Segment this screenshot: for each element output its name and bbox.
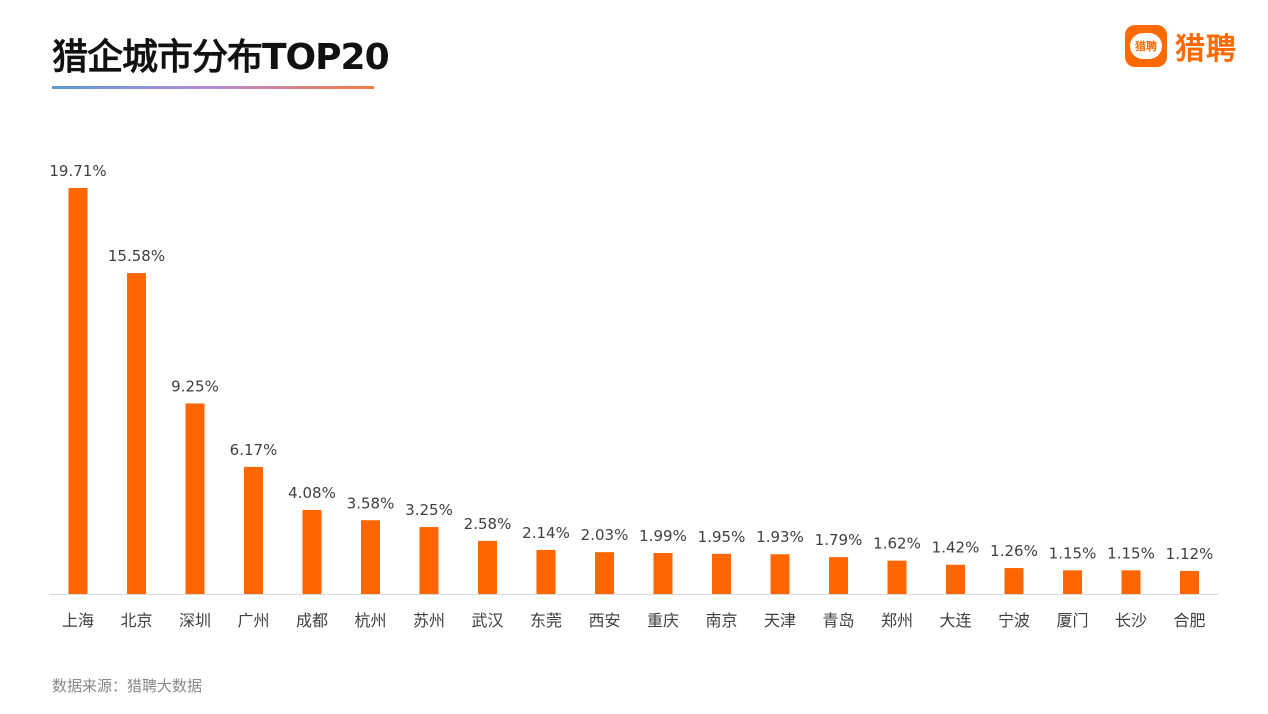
bar [653,553,673,594]
category-label: 西安 [588,611,620,630]
bar [361,520,380,594]
data-label: 9.25% [171,377,219,395]
category-label: 东莞 [530,611,562,630]
data-label: 19.71% [49,162,106,180]
data-label: 4.08% [288,484,336,502]
logo-bubble: 猎聘 [1130,33,1162,59]
page-title: 猎企城市分布TOP20 [52,37,390,78]
bar [770,554,790,594]
bar [478,540,497,594]
category-label: 重庆 [647,611,679,630]
data-label: 1.62% [873,535,921,553]
bar [887,560,907,594]
data-label: 2.14% [522,524,570,542]
title-underline [52,86,374,89]
data-label: 1.79% [815,531,863,549]
data-label: 1.26% [990,542,1038,560]
data-label: 1.12% [1166,545,1214,563]
bar [829,557,848,594]
data-label: 1.95% [698,528,746,546]
data-label: 1.93% [756,528,804,546]
category-label: 深圳 [179,611,211,630]
bar [302,509,322,594]
bar [244,466,263,594]
bar [536,549,556,594]
category-label: 大连 [939,611,971,630]
category-label: 武汉 [471,611,503,630]
logo-badge-icon: 猎聘 [1125,25,1167,67]
data-label: 3.25% [405,501,453,519]
category-label: 长沙 [1115,611,1147,630]
category-label: 苏州 [413,611,445,630]
bar [1063,570,1082,594]
category-label: 厦门 [1056,611,1088,630]
data-label: 2.58% [464,515,512,533]
bar [595,552,614,594]
category-label: 郑州 [881,611,913,630]
data-label: 3.58% [347,494,395,512]
data-label: 1.99% [639,527,687,545]
data-source-note: 数据来源：猎聘大数据 [52,677,203,695]
brand-logo: 猎聘 猎聘 [1125,24,1237,68]
bar [1004,568,1024,594]
bar [1121,570,1141,594]
bar [419,527,439,594]
category-label: 成都 [296,611,328,630]
bar [712,553,731,594]
data-label: 15.58% [108,247,165,265]
category-label: 天津 [764,611,796,630]
data-label: 2.03% [581,526,629,544]
bar [185,403,205,594]
category-label: 南京 [705,611,737,630]
bar [127,273,146,594]
category-label: 广州 [237,611,269,630]
category-label: 北京 [120,611,152,630]
category-label: 合肥 [1173,611,1205,630]
category-label: 上海 [62,611,94,630]
category-label: 青岛 [822,611,854,630]
data-label: 1.42% [932,539,980,557]
logo-wordmark: 猎聘 [1175,32,1237,67]
bar [946,564,965,594]
bar [68,188,88,594]
data-label: 6.17% [230,441,278,459]
bar [1180,570,1199,594]
category-label: 杭州 [354,611,386,630]
data-label: 1.15% [1049,544,1097,562]
data-label: 1.15% [1107,544,1155,562]
category-label: 宁波 [998,611,1030,630]
